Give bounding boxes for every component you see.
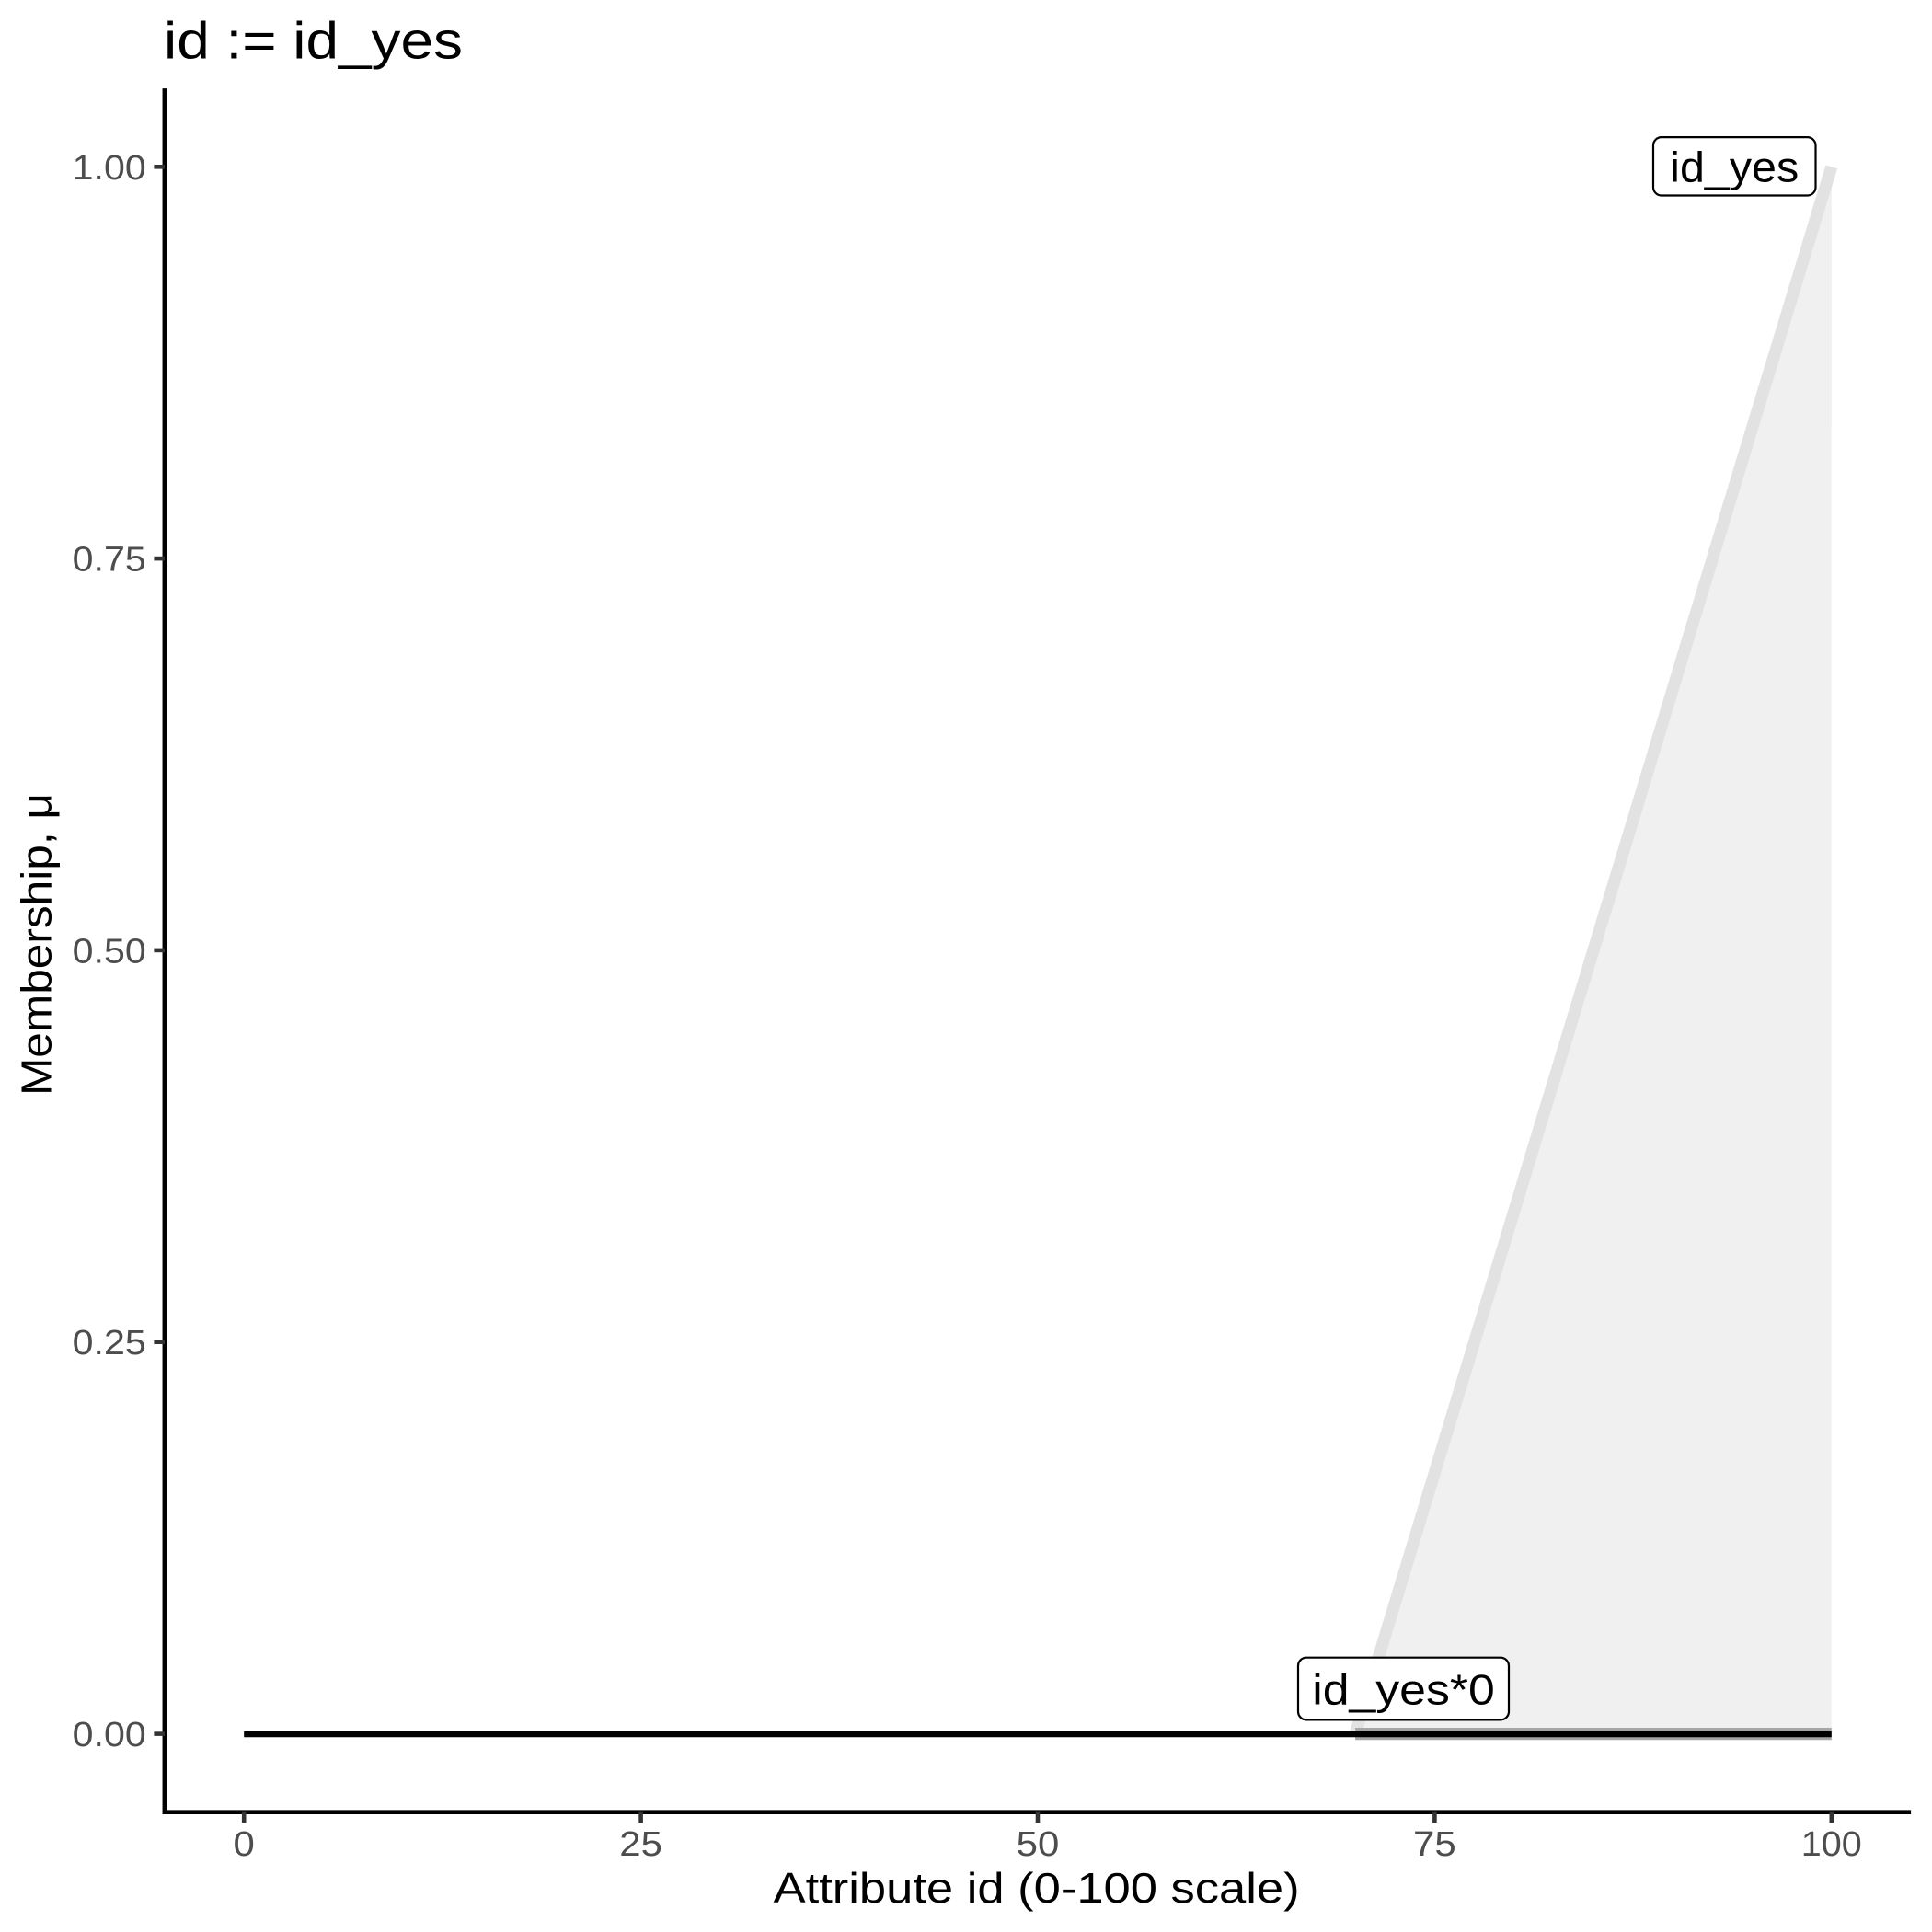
svg-text:1.00: 1.00: [73, 149, 146, 188]
svg-text:Membership, μ: Membership, μ: [13, 793, 61, 1096]
svg-text:0.50: 0.50: [73, 932, 146, 971]
svg-text:0.75: 0.75: [73, 541, 146, 580]
svg-text:id_yes: id_yes: [1670, 144, 1799, 191]
svg-text:25: 25: [619, 1825, 662, 1864]
svg-text:0: 0: [234, 1825, 255, 1864]
svg-text:0.25: 0.25: [73, 1324, 146, 1363]
svg-text:0.00: 0.00: [73, 1716, 146, 1754]
svg-text:id := id_yes: id := id_yes: [164, 11, 463, 70]
svg-text:50: 50: [1017, 1825, 1060, 1864]
svg-text:id_yes*0: id_yes*0: [1312, 1665, 1495, 1713]
svg-text:75: 75: [1413, 1825, 1456, 1864]
svg-text:Attribute id (0-100 scale): Attribute id (0-100 scale): [774, 1864, 1300, 1912]
svg-text:100: 100: [1801, 1825, 1862, 1864]
